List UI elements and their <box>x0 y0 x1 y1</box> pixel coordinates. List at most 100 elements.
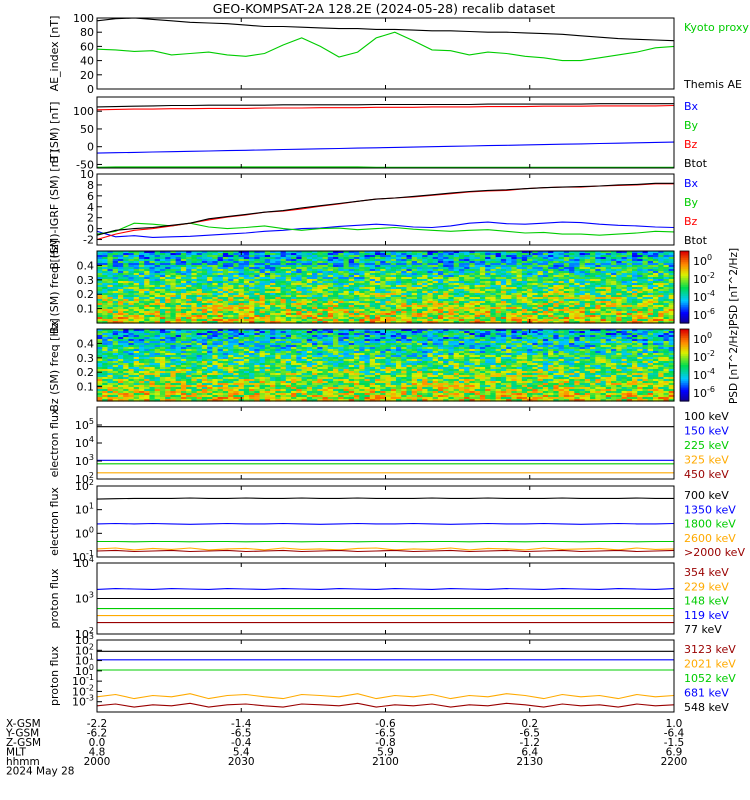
spectrogram-cell <box>196 365 203 368</box>
spectrogram-cell <box>107 373 114 376</box>
spectrogram-cell <box>616 319 623 322</box>
spectrogram-cell <box>170 333 177 336</box>
spectrogram-cell <box>422 255 429 258</box>
spectrogram-cell <box>207 261 213 264</box>
spectrogram-cell <box>616 321 623 324</box>
spectrogram-cell <box>479 321 486 324</box>
spectrogram-cell <box>464 265 471 268</box>
spectrogram-cell <box>270 305 276 308</box>
spectrogram-cell <box>427 271 434 274</box>
spectrogram-cell <box>390 261 397 264</box>
spectrogram-cell <box>626 283 633 286</box>
spectrogram-cell <box>201 275 208 278</box>
spectrogram-cell <box>128 321 135 324</box>
spectrogram-cell <box>180 397 187 400</box>
spectrogram-cell <box>369 271 376 274</box>
spectrogram-cell <box>621 311 628 314</box>
spectrogram-cell <box>154 349 161 352</box>
spectrogram-cell <box>191 367 198 370</box>
spectrogram-cell <box>97 393 103 396</box>
spectrogram-cell <box>495 299 502 302</box>
spectrogram-cell <box>464 281 471 284</box>
spectrogram-cell <box>165 309 172 312</box>
spectrogram-cell <box>427 281 434 284</box>
spectrogram-cell <box>458 319 465 322</box>
spectrogram-cell <box>511 291 518 294</box>
spectrogram-cell <box>133 261 140 264</box>
spectrogram-cell <box>280 269 287 272</box>
spectrogram-cell <box>123 395 130 398</box>
spectrogram-cell <box>264 301 271 304</box>
spectrogram-cell <box>422 281 429 284</box>
spectrogram-cell <box>133 385 140 388</box>
spectrogram-cell <box>212 333 219 336</box>
spectrogram-cell <box>180 309 187 312</box>
spectrogram-cell <box>123 295 130 298</box>
spectrogram-cell <box>327 317 334 320</box>
spectrogram-cell <box>170 329 177 332</box>
spectrogram-cell <box>647 269 654 272</box>
spectrogram-cell <box>243 317 250 320</box>
spectrogram-cell <box>574 263 581 266</box>
spectrogram-cell <box>479 311 486 314</box>
spectrogram-cell <box>112 331 119 334</box>
spectrogram-cell <box>637 293 644 296</box>
spectrogram-cell <box>97 275 103 278</box>
spectrogram-cell <box>369 251 376 254</box>
spectrogram-cell <box>448 315 455 318</box>
spectrogram-cell <box>375 279 381 282</box>
spectrogram-cell <box>186 267 193 270</box>
spectrogram-cell <box>516 305 523 308</box>
spectrogram-cell <box>133 299 140 302</box>
spectrogram-cell <box>117 257 124 260</box>
spectrogram-cell <box>212 377 219 380</box>
spectrogram-cell <box>427 303 434 306</box>
legend: Kyoto proxy AEThemis AE <box>683 21 750 91</box>
spectrogram-cell <box>180 321 187 324</box>
spectrogram-cell <box>479 285 486 288</box>
series-lines <box>96 103 675 168</box>
spectrogram-cell <box>616 291 623 294</box>
spectrogram-cell <box>574 261 581 264</box>
spectrogram-cell <box>390 309 397 312</box>
spectrogram-cell <box>537 281 544 284</box>
spectrogram-cell <box>149 349 156 352</box>
spectrogram-cell <box>201 261 208 264</box>
spectrogram-cell <box>490 269 497 272</box>
spectrogram-cell <box>395 253 402 256</box>
spectrogram-cell <box>228 287 234 290</box>
spectrogram-cell <box>97 363 103 366</box>
spectrogram-cell <box>411 281 418 284</box>
spectrogram-cell <box>411 255 418 258</box>
spectrogram-cell <box>249 311 255 314</box>
spectrogram-cell <box>658 299 665 302</box>
spectrogram-cell <box>621 287 628 290</box>
spectrogram-cell <box>448 287 455 290</box>
spectrogram-cell <box>474 263 481 266</box>
spectrogram-cell <box>584 263 591 266</box>
spectrogram-cell <box>558 311 565 314</box>
spectrogram-cell <box>516 307 523 310</box>
spectrogram-cell <box>448 297 455 300</box>
spectrogram-cell <box>97 361 103 364</box>
spectrogram-cell <box>128 387 135 390</box>
spectrogram-cell <box>616 303 623 306</box>
spectrogram-cell <box>485 259 492 262</box>
spectrogram-cell <box>584 297 591 300</box>
spectrogram-cell <box>600 313 607 316</box>
spectrogram-cell <box>406 307 413 310</box>
spectrogram-cell <box>411 277 418 280</box>
spectrogram-cell <box>611 257 617 260</box>
spectrogram-cell <box>117 375 124 378</box>
spectrogram-cell <box>632 271 638 274</box>
spectrogram-cell <box>128 287 135 290</box>
spectrogram-cell <box>112 375 119 378</box>
spectrogram-cell <box>175 385 182 388</box>
spectrogram-cell <box>348 309 355 312</box>
spectrogram-cell <box>668 265 675 268</box>
spectrogram-cell <box>327 319 334 322</box>
spectrogram-cell <box>364 299 371 302</box>
spectrogram-cell <box>312 317 318 320</box>
spectrogram-cell <box>637 309 644 312</box>
spectrogram-cell <box>359 285 366 288</box>
